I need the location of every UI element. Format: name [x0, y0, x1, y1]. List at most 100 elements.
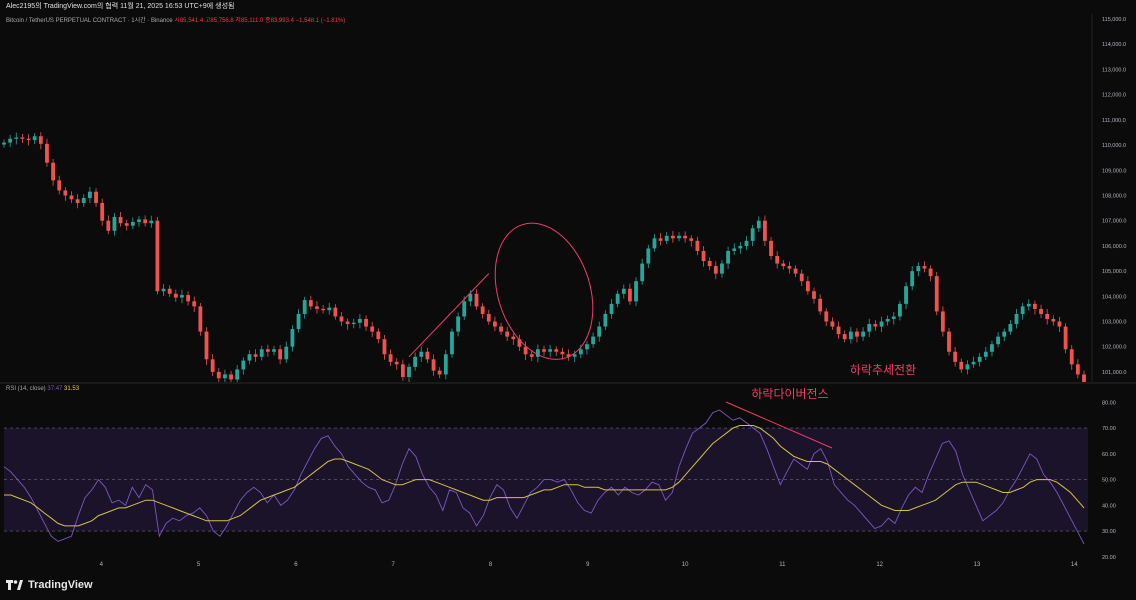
candle-body	[529, 354, 534, 357]
chart-canvas[interactable]: 115,000.0 114,000.0 113,000.0 112,000.0 111,…	[0, 0, 1136, 572]
candle-body	[1026, 303, 1031, 307]
candle-body	[302, 300, 307, 314]
candle-body	[658, 238, 663, 241]
candle-body	[26, 138, 31, 141]
candle-body	[609, 303, 614, 314]
price-tick-label: 114,000.0	[1102, 42, 1126, 48]
candle-body	[947, 331, 951, 352]
candle-body	[272, 349, 276, 352]
candle-body	[615, 293, 620, 304]
candle-body	[407, 366, 411, 377]
tradingview-logo-text: TradingView	[28, 579, 93, 591]
candle-body	[640, 263, 645, 282]
candle-body	[370, 326, 375, 332]
rsi-tick-label: 50.00	[1102, 478, 1116, 484]
price-tick-label: 106,000.0	[1102, 244, 1126, 250]
candle-body	[290, 329, 295, 347]
time-tick-label: 5	[197, 562, 201, 568]
candle-body	[100, 203, 105, 221]
time-tick-label: 7	[392, 562, 396, 568]
candle-body	[1039, 308, 1043, 314]
rsi-axis: 80.00 70.00 60.00 50.00 40.00 30.00 20.00	[0, 382, 1136, 561]
candle-body	[959, 361, 964, 370]
candle-body	[983, 351, 988, 357]
candle-body	[155, 220, 160, 292]
candle-body	[535, 349, 540, 357]
candle-body	[278, 349, 283, 360]
divergence-line	[725, 401, 833, 449]
candle-body	[223, 374, 227, 379]
candle-body	[437, 370, 442, 375]
candle-body	[327, 307, 332, 311]
candle-body	[259, 349, 264, 357]
candle-body	[971, 361, 976, 365]
candle-body	[781, 263, 786, 267]
candle-body	[713, 266, 718, 274]
candle-body	[241, 360, 246, 370]
header-text: Alec2195의 TradingView.com의 협력 11월 21, 20…	[6, 3, 235, 10]
ohlc-values: 시85,541.4 고85,756.8 저85,111.0 종83,993.4 …	[174, 18, 346, 24]
candle-body	[652, 238, 657, 249]
rsi-value: 37.47	[47, 386, 63, 392]
rsi-ma-value: 31.53	[64, 386, 80, 392]
candle-body	[591, 336, 595, 345]
candle-body	[1051, 318, 1056, 322]
candle-body	[351, 322, 356, 325]
time-axis: 4 5 6 7 8 9 10 11 12 13 14	[100, 562, 1079, 568]
candle-body	[388, 354, 393, 362]
candle-body	[425, 351, 430, 360]
candle-body	[431, 359, 436, 371]
candle-body	[634, 281, 638, 302]
candle-body	[922, 266, 927, 269]
symbol-label[interactable]: Bitcoin / TetherUS PERPETUAL CONTRACT · …	[6, 18, 173, 24]
candle-body	[818, 298, 823, 312]
rsi-label[interactable]: RSI (14, close)	[6, 386, 46, 392]
candle-body	[333, 307, 338, 317]
candle-body	[57, 180, 62, 191]
candle-body	[247, 354, 252, 361]
candle-body	[137, 219, 141, 222]
price-tick-label: 111,000.0	[1102, 118, 1126, 124]
candle-body	[419, 351, 424, 357]
candle-body	[848, 331, 853, 340]
candle-body	[873, 324, 878, 327]
time-tick-label: 11	[779, 562, 786, 568]
price-tick-label: 113,000.0	[1102, 67, 1126, 73]
candle-body	[235, 369, 240, 380]
candle-body	[572, 354, 577, 357]
price-tick-label: 102,000.0	[1102, 345, 1126, 351]
candle-body	[345, 321, 350, 325]
time-tick-label: 6	[294, 562, 298, 568]
time-tick-label: 8	[489, 562, 493, 568]
candle-body	[916, 266, 921, 272]
bear-divergence-label: 하락다이버전스	[751, 387, 828, 401]
candle-body	[578, 349, 583, 355]
candle-body	[805, 281, 810, 292]
candle-body	[358, 318, 362, 323]
candle-body	[308, 300, 313, 307]
time-tick-label: 4	[100, 562, 104, 568]
candle-body	[977, 356, 982, 362]
candle-body	[996, 336, 1000, 345]
candle-body	[1075, 364, 1080, 375]
candle-body	[523, 346, 528, 355]
price-tick-label: 107,000.0	[1102, 219, 1126, 225]
candle-body	[750, 228, 755, 241]
candle-body	[486, 313, 491, 322]
candle-body	[517, 339, 522, 347]
candle-body	[149, 220, 154, 224]
rsi-tick-label: 80.00	[1102, 400, 1116, 406]
candle-body	[161, 288, 166, 292]
tradingview-logo[interactable]: TradingView	[6, 579, 93, 591]
candle-body	[480, 306, 485, 314]
footer-bar	[0, 572, 1136, 600]
candle-body	[1069, 349, 1074, 365]
candle-body	[542, 349, 546, 352]
candle-body	[965, 364, 970, 370]
candle-body	[14, 137, 19, 139]
header-bar: Alec2195의 TradingView.com의 협력 11월 21, 20…	[0, 0, 1136, 13]
candle-body	[689, 238, 694, 241]
candle-body	[45, 143, 49, 163]
candle-body	[898, 303, 902, 317]
candle-body	[566, 354, 571, 357]
